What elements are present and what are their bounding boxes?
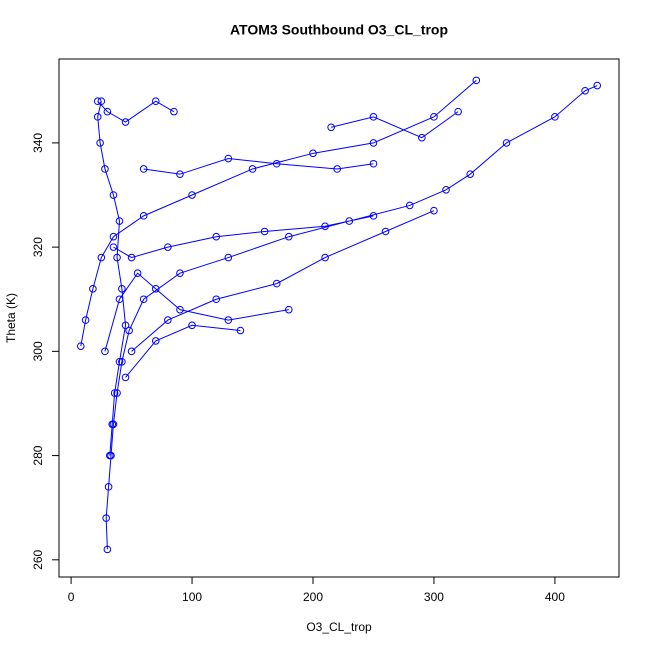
point [164,316,172,324]
point [430,113,438,121]
point [224,316,233,324]
y-tick-label: 300 [31,341,45,361]
x-tick-label: 100 [182,590,202,604]
point [212,295,221,304]
point [170,107,178,116]
chart-title: ATOM3 Southbound O3_CL_trop [230,22,448,38]
point [309,149,317,158]
point [285,305,293,314]
point [121,321,130,330]
point [121,118,130,126]
y-tick-label: 320 [31,237,45,257]
point [430,206,438,215]
point [151,97,160,106]
point [125,326,133,335]
point [110,389,119,397]
point [118,285,126,293]
point [105,451,114,460]
point [118,357,126,366]
point [369,212,378,220]
point [442,186,450,194]
point [89,285,97,293]
point [327,123,335,132]
point [109,243,118,251]
point [108,420,117,429]
point [151,285,160,293]
y-tick-label: 340 [31,133,45,153]
point [369,139,378,147]
x-tick-label: 0 [68,590,75,604]
point [369,113,378,121]
point [121,373,130,382]
point [113,253,121,262]
y-tick-label: 260 [31,549,45,569]
point [133,269,142,277]
point [97,253,106,262]
point [115,217,124,225]
point [454,107,462,116]
point [164,243,172,251]
x-tick-label: 400 [545,590,565,604]
point [466,170,475,178]
point [551,113,559,121]
point [224,154,233,163]
point [109,191,118,199]
point [188,191,196,199]
x-tick-label: 300 [424,590,444,604]
point [113,389,121,397]
point [96,139,104,147]
point [472,76,481,85]
point [321,253,329,262]
point [93,113,102,121]
point [176,305,184,314]
point [103,107,112,116]
point [285,232,293,241]
point [127,253,136,262]
point [151,337,160,345]
point [103,545,112,554]
point [101,347,109,356]
point [104,483,113,491]
point [176,269,184,277]
point [101,165,109,173]
point [139,165,148,173]
point [81,316,90,324]
point [102,514,110,522]
point [97,97,106,106]
point [345,217,354,225]
point [272,159,281,168]
point [272,279,281,288]
point [127,347,136,356]
point [405,201,414,210]
point [139,212,148,220]
point [581,86,589,95]
point [260,227,269,236]
point [115,357,124,366]
x-tick-label: 200 [303,590,323,604]
point [593,81,602,90]
point [188,321,196,330]
series-line [80,79,598,550]
point [236,326,245,335]
point [109,232,118,241]
point [93,97,102,106]
point [76,342,85,350]
point [321,222,329,231]
y-axis-label: Theta (K) [4,293,18,343]
point [212,232,221,241]
point [381,227,390,236]
y-tick-label: 280 [31,445,45,465]
point [502,139,511,147]
point [176,170,184,178]
plot-frame [58,58,620,578]
point [418,133,426,142]
point [115,295,124,304]
point [369,159,378,168]
point [248,165,257,173]
point [333,165,341,173]
point [139,295,148,304]
point [224,253,233,262]
x-axis-label: O3_CL_trop [306,620,372,634]
